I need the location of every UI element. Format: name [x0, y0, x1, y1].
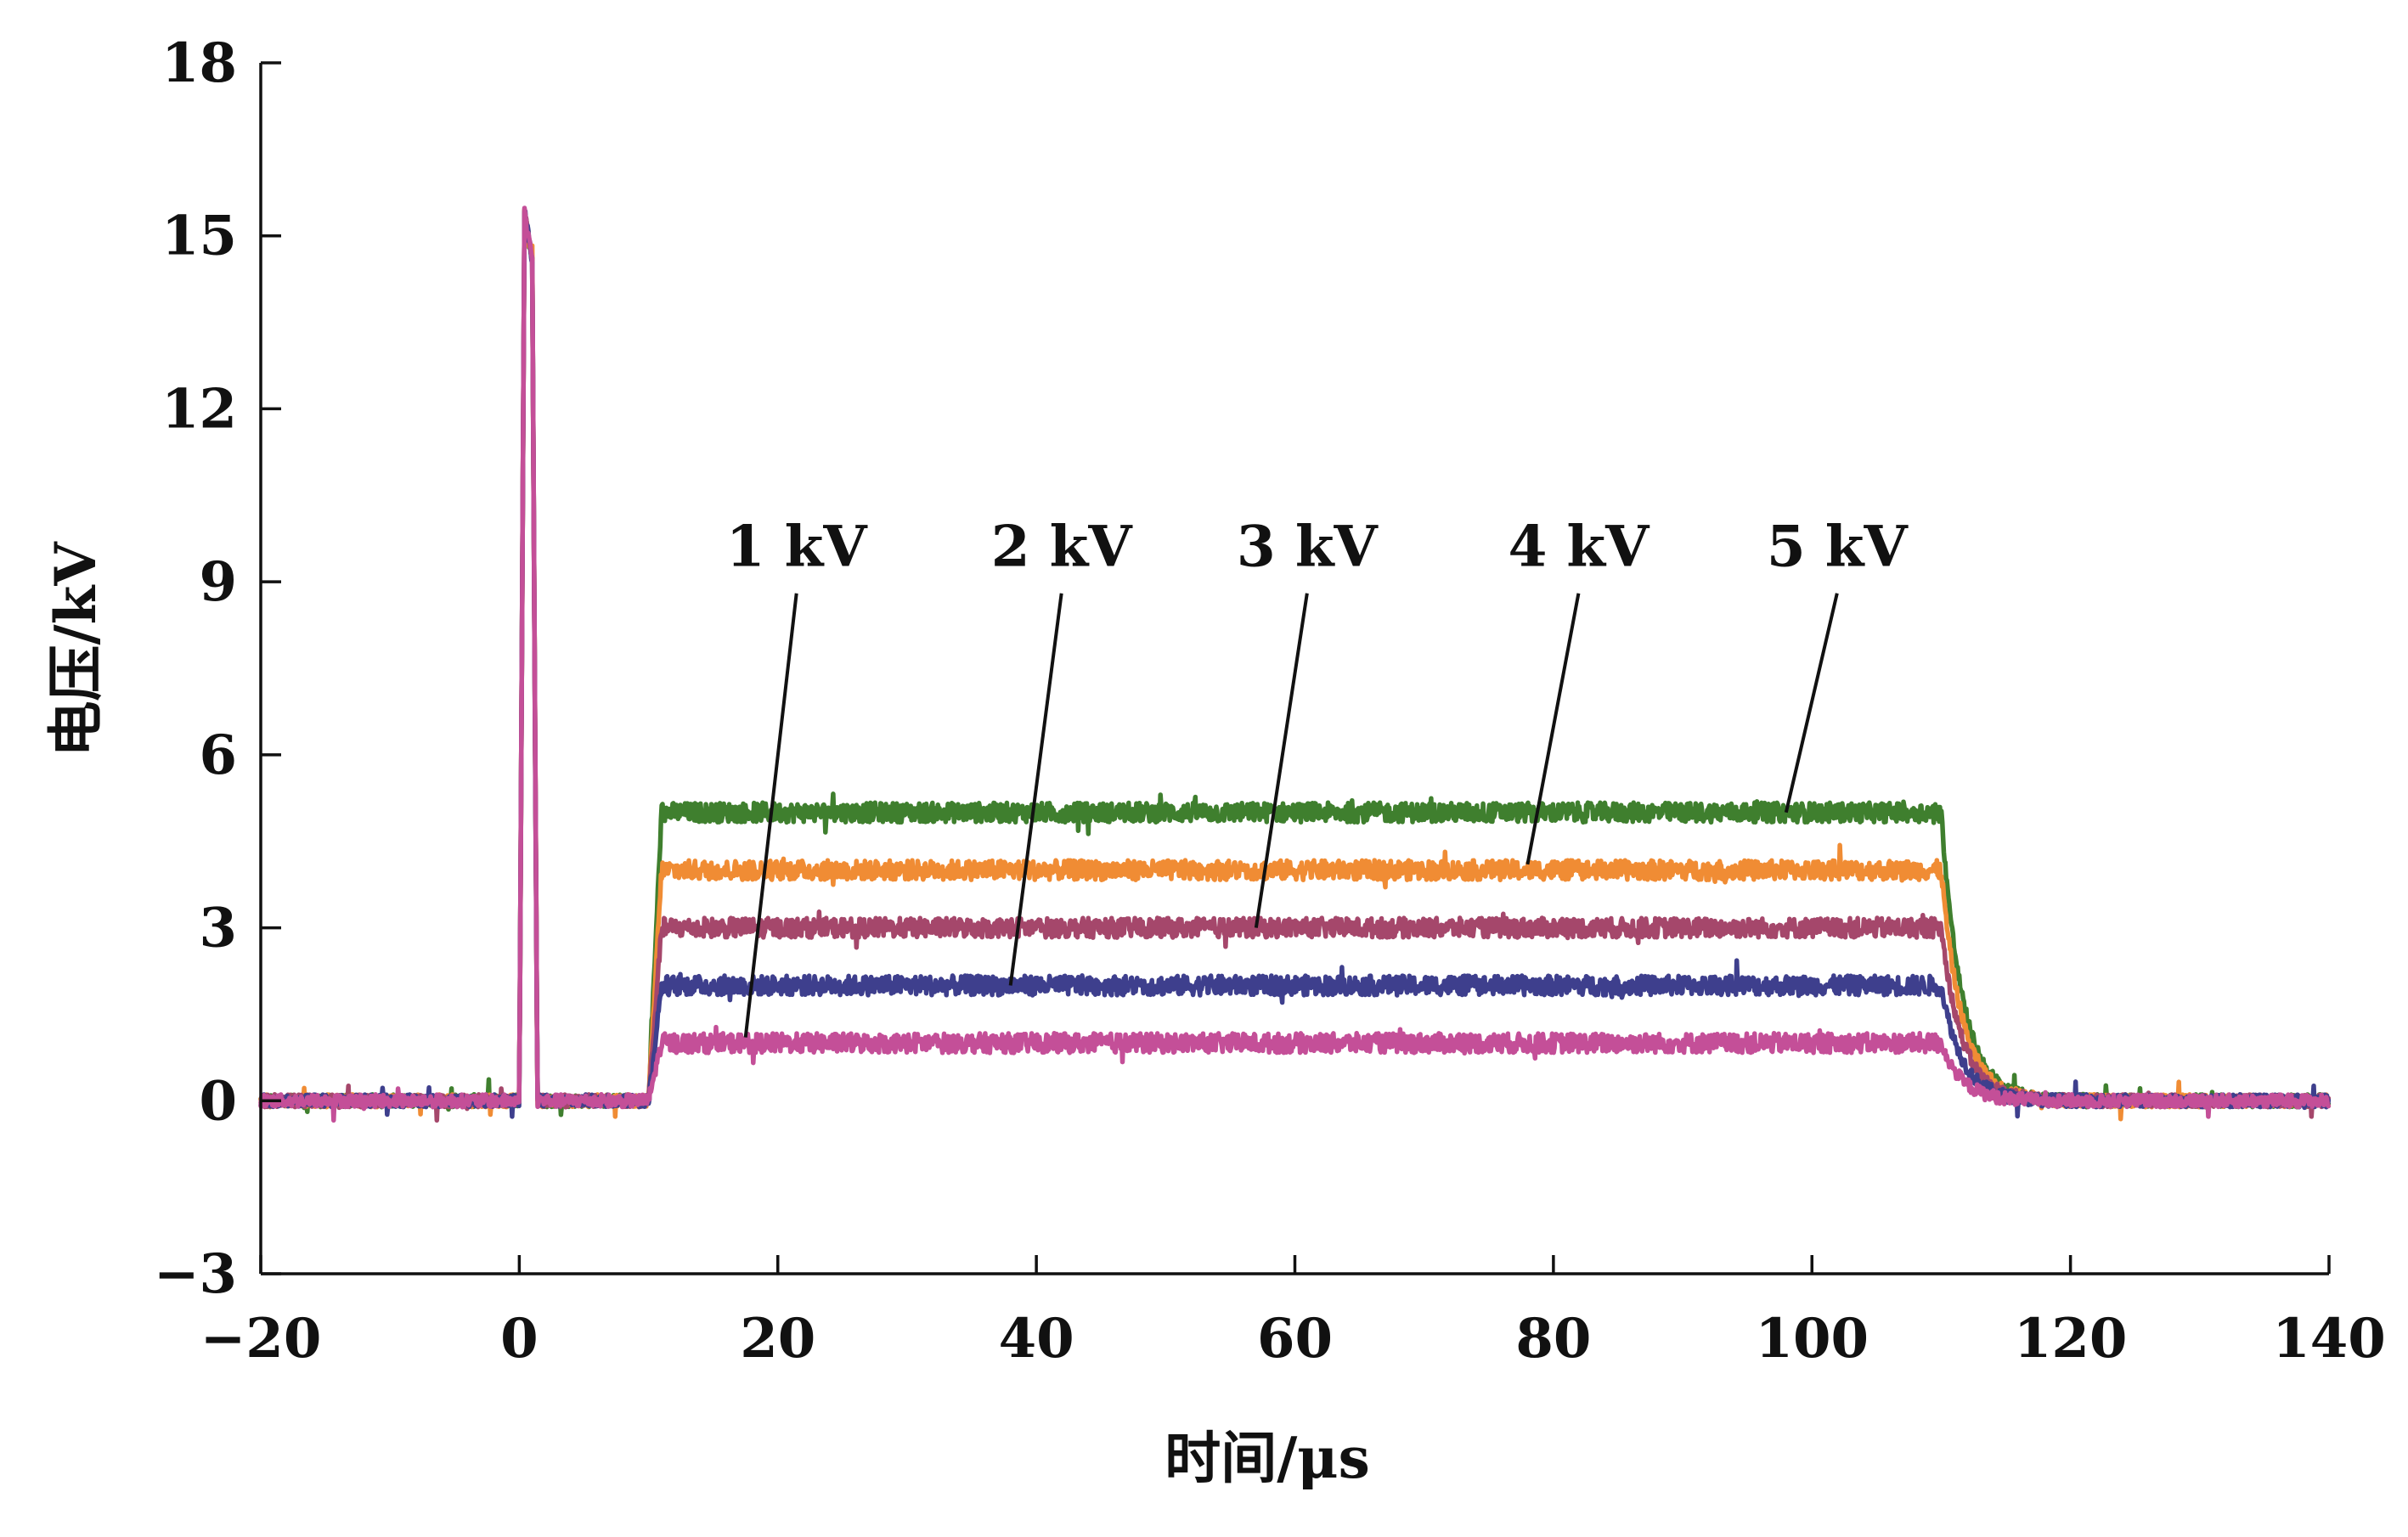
y-tick-label: 18	[161, 31, 237, 95]
x-tick-label: 140	[2272, 1307, 2386, 1371]
y-tick-label: 0	[199, 1069, 237, 1133]
x-tick-label: 120	[2014, 1307, 2128, 1371]
x-tick-label: 60	[1257, 1307, 1333, 1371]
x-tick-label: 0	[500, 1307, 539, 1371]
y-axis-title: 电压/kV	[42, 541, 109, 757]
chart-traces	[258, 205, 2332, 1123]
annotation-leader-line	[1784, 593, 1839, 814]
annotation-label: 1 kV	[726, 514, 869, 580]
x-tick-label: 100	[1755, 1307, 1869, 1371]
x-axis-title: 时间/μs	[1165, 1425, 1370, 1491]
y-tick-label: 6	[199, 723, 237, 787]
y-tick-label: 12	[161, 377, 237, 441]
x-tick-label: 80	[1515, 1307, 1591, 1371]
annotation-label: 4 kV	[1509, 514, 1651, 580]
annotation-leader-line	[743, 593, 798, 1038]
chart-annotations: 1 kV 2 kV 3 kV 4 kV 5 kV	[726, 514, 1909, 1038]
chart-axes: −20 0 20 40 60 80 100 120 140 −3 0 3 6 9 12 15 18	[154, 31, 2386, 1371]
annotation-label: 3 kV	[1237, 514, 1379, 580]
series-1kv-line	[258, 205, 2332, 1123]
annotation-leader-line	[1254, 593, 1309, 928]
y-tick-label: 3	[199, 897, 237, 960]
y-tick-label: −3	[154, 1242, 237, 1306]
x-tick-label: −20	[200, 1307, 322, 1371]
x-tick-label: 20	[740, 1307, 815, 1371]
annotation-label: 2 kV	[991, 514, 1134, 580]
annotation-leader-line	[1525, 593, 1581, 865]
annotation-label: 5 kV	[1767, 514, 1909, 580]
x-tick-label: 40	[999, 1307, 1074, 1371]
annotation-leader-line	[1008, 593, 1063, 986]
y-tick-label: 15	[161, 205, 237, 268]
y-tick-label: 9	[199, 550, 237, 614]
